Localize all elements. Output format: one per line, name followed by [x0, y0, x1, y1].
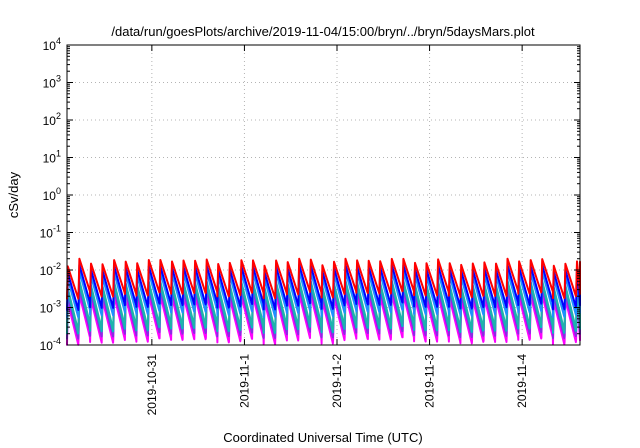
- chart-title: /data/run/goesPlots/archive/2019-11-04/1…: [111, 24, 535, 39]
- x-tick-label: 2019-11-1: [237, 354, 251, 408]
- x-tick-label: 2019-11-4: [515, 354, 529, 408]
- series-layer: [66, 257, 581, 346]
- y-tick-label: 104: [43, 36, 61, 53]
- y-tick-label: 100: [43, 186, 61, 203]
- y-axis-ticks: 10-4 10-3 10-2 10-1 100 101 102 103 104: [40, 36, 580, 353]
- y-tick-label: 103: [43, 74, 61, 91]
- y-tick-label: 101: [43, 149, 61, 166]
- y-tick-label: 10-2: [40, 261, 61, 278]
- y-tick-label: 10-3: [40, 299, 61, 316]
- x-tick-label: 2019-11-2: [330, 354, 344, 408]
- x-tick-label: 2019-11-3: [423, 354, 437, 408]
- y-tick-label: 10-1: [40, 224, 61, 241]
- x-axis-label: Coordinated Universal Time (UTC): [223, 430, 422, 445]
- series-line: [66, 279, 581, 333]
- x-axis-ticks: 2019-10-31 2019-11-1 2019-11-2 2019-11-3 201…: [145, 45, 529, 415]
- y-tick-label: 10-4: [40, 336, 61, 353]
- x-tick-label: 2019-10-31: [145, 354, 159, 416]
- y-tick-label: 102: [43, 111, 61, 128]
- y-axis-label: cSv/day: [6, 171, 21, 218]
- series-line: [66, 257, 581, 300]
